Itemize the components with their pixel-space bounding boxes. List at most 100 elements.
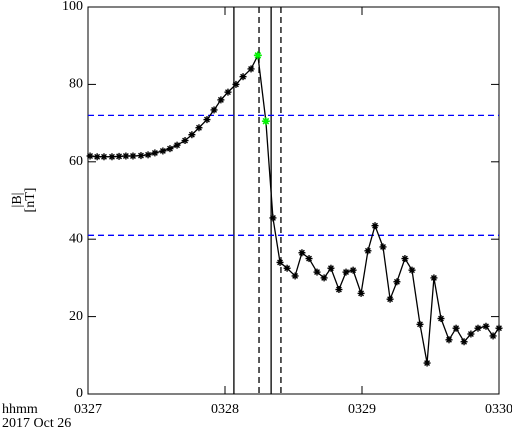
data-point — [437, 315, 445, 323]
x-tick-label: 0328 — [211, 402, 239, 417]
marker-stroke — [122, 153, 129, 159]
data-point — [173, 141, 181, 149]
data-point — [416, 320, 424, 328]
marker-stroke — [248, 65, 254, 72]
marker-stroke — [393, 278, 400, 285]
data-point — [371, 222, 379, 230]
highlight-point — [253, 51, 262, 60]
marker-stroke — [380, 243, 386, 250]
marker-stroke — [277, 259, 283, 266]
data-point — [181, 137, 189, 145]
data-point — [291, 272, 299, 280]
data-point — [320, 274, 328, 282]
marker-stroke — [364, 247, 371, 254]
marker-stroke — [461, 338, 468, 345]
marker-stroke — [299, 249, 305, 256]
marker-stroke — [204, 116, 210, 123]
data-point — [144, 151, 152, 159]
marker-stroke — [446, 336, 452, 343]
highlight-point — [261, 117, 270, 126]
x-tick-label: 0329 — [348, 402, 376, 417]
marker-stroke — [496, 325, 502, 332]
data-point — [188, 131, 196, 139]
marker-stroke — [438, 315, 444, 322]
data-point — [100, 153, 108, 161]
y-label-line: [nT] — [23, 188, 38, 213]
data-point — [423, 359, 431, 367]
marker-stroke — [424, 360, 431, 366]
marker-stroke — [167, 145, 173, 152]
data-point — [86, 152, 94, 160]
data-point — [239, 73, 247, 81]
data-point — [232, 80, 240, 88]
marker-stroke — [401, 255, 408, 262]
marker-stroke — [94, 153, 101, 160]
data-point — [474, 324, 482, 332]
data-point — [386, 295, 394, 303]
data-point — [122, 152, 130, 160]
data-point — [115, 152, 123, 160]
marker-stroke — [430, 274, 437, 281]
marker-stroke — [467, 331, 474, 337]
data-point — [327, 264, 335, 272]
marker-stroke — [109, 153, 115, 160]
y-tick-label: 80 — [69, 77, 83, 92]
marker-stroke — [372, 222, 378, 229]
data-point — [349, 266, 357, 274]
x-tick-label: 0327 — [74, 402, 102, 417]
marker-stroke — [335, 286, 342, 293]
marker-stroke — [417, 321, 423, 328]
marker-stroke — [116, 153, 122, 160]
marker-stroke — [306, 255, 312, 262]
marker-stroke — [138, 152, 144, 159]
marker-stroke — [174, 142, 180, 149]
data-point — [401, 255, 409, 263]
data-point — [224, 88, 232, 96]
data-line — [89, 53, 500, 364]
data-point — [166, 145, 174, 153]
data-point — [203, 116, 211, 124]
marker-stroke — [490, 333, 497, 339]
data-point — [430, 274, 438, 282]
data-point — [151, 149, 159, 157]
y-tick-label: 20 — [69, 309, 83, 324]
data-point — [364, 247, 372, 255]
marker-stroke — [292, 273, 299, 279]
data-point — [445, 336, 453, 344]
data-point — [313, 268, 321, 276]
marker-stroke — [358, 290, 365, 297]
marker-stroke — [453, 325, 460, 332]
y-tick-label: 60 — [69, 154, 83, 169]
marker-stroke — [328, 265, 334, 272]
marker-stroke — [409, 267, 415, 274]
data-point — [283, 264, 291, 272]
plot-frame — [87, 6, 500, 395]
y-tick-label: 40 — [69, 231, 83, 246]
y-label-line: |B| — [10, 193, 25, 208]
data-point — [393, 278, 401, 286]
data-point — [217, 96, 225, 104]
data-point — [495, 324, 503, 332]
data-point — [137, 152, 145, 160]
data-point — [305, 255, 313, 263]
marker-stroke — [151, 149, 158, 156]
marker-stroke — [350, 267, 357, 274]
data-point — [460, 338, 468, 346]
x-label-line: hhmm — [2, 402, 38, 417]
marker-stroke — [130, 153, 136, 159]
data-point — [342, 268, 350, 276]
y-tick-label: 0 — [76, 386, 83, 401]
marker-stroke — [101, 153, 107, 160]
data-point — [408, 266, 416, 274]
data-point — [482, 322, 490, 330]
marker-stroke — [182, 137, 188, 144]
data-point — [247, 65, 255, 73]
marker-stroke — [225, 89, 231, 96]
marker-stroke — [314, 269, 320, 276]
marker-stroke — [270, 214, 276, 221]
data-point — [298, 249, 306, 257]
marker-stroke — [145, 151, 151, 158]
marker-stroke — [343, 269, 349, 276]
data-point — [108, 153, 116, 161]
data-point — [489, 332, 497, 340]
